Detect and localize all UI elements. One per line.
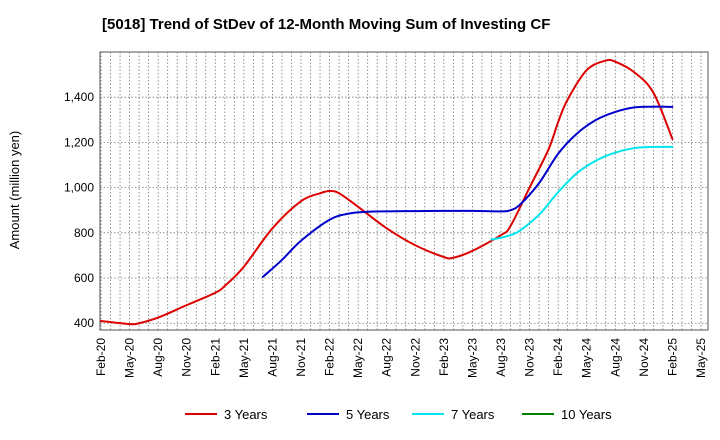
chart-title: [5018] Trend of StDev of 12-Month Moving…: [102, 16, 550, 33]
legend: 3 Years 5 Years 7 Years 10 Years: [185, 407, 612, 422]
x-tick-label: Feb-21: [208, 338, 222, 376]
x-tick-label: Nov-23: [523, 338, 537, 377]
y-axis-title: Amount (million yen): [7, 131, 22, 250]
legend-label: 3 Years: [224, 407, 268, 422]
legend-item: 3 Years: [185, 407, 268, 422]
y-tick-label: 400: [74, 316, 94, 330]
legend-item: 5 Years: [307, 407, 390, 422]
x-tick-label: Feb-25: [665, 338, 679, 376]
legend-label: 10 Years: [561, 407, 612, 422]
y-tick-label: 1,000: [64, 181, 94, 195]
x-tick-label: Nov-22: [408, 338, 422, 377]
x-tick-label: Feb-20: [94, 338, 108, 376]
legend-label: 5 Years: [346, 407, 390, 422]
plot-area: [99, 51, 709, 331]
chart-grid: [100, 52, 708, 330]
series-lines: [100, 58, 674, 326]
x-tick-label: Aug-23: [494, 338, 508, 377]
series-line-5-years: [261, 105, 674, 278]
y-tick-label: 600: [74, 271, 94, 285]
y-tick-label: 1,200: [64, 135, 94, 149]
x-tick-label: Feb-24: [551, 338, 565, 376]
x-tick-label: Nov-20: [180, 338, 194, 377]
series-line-7-years: [490, 145, 674, 241]
x-tick-label: Aug-20: [151, 338, 165, 377]
x-tick-label: May-20: [123, 338, 137, 378]
x-tick-label: Aug-22: [380, 338, 394, 377]
series-line-3-years: [100, 58, 674, 326]
y-tick-label: 800: [74, 226, 94, 240]
x-tick-label: Feb-22: [323, 338, 337, 376]
x-tick-label: Aug-24: [608, 338, 622, 377]
y-tick-label: 1,400: [64, 90, 94, 104]
x-tick-label: May-21: [237, 338, 251, 378]
x-tick-label: Nov-24: [637, 338, 651, 377]
legend-item: 10 Years: [522, 407, 612, 422]
x-tick-label: Feb-23: [437, 338, 451, 376]
x-tick-label: May-24: [580, 338, 594, 378]
legend-item: 7 Years: [412, 407, 495, 422]
legend-label: 7 Years: [451, 407, 495, 422]
x-tick-label: May-23: [465, 338, 479, 378]
x-tick-label: Nov-21: [294, 338, 308, 377]
x-tick-label: May-22: [351, 338, 365, 378]
x-axis-tick-labels: Feb-20 May-20 Aug-20 Nov-20 Feb-21 May-21 Aug-…: [94, 338, 708, 378]
x-tick-label: Aug-21: [265, 338, 279, 377]
y-axis-tick-labels: 400 600 800 1,000 1,200 1,400: [64, 90, 94, 330]
x-tick-label: May-25: [694, 338, 708, 378]
